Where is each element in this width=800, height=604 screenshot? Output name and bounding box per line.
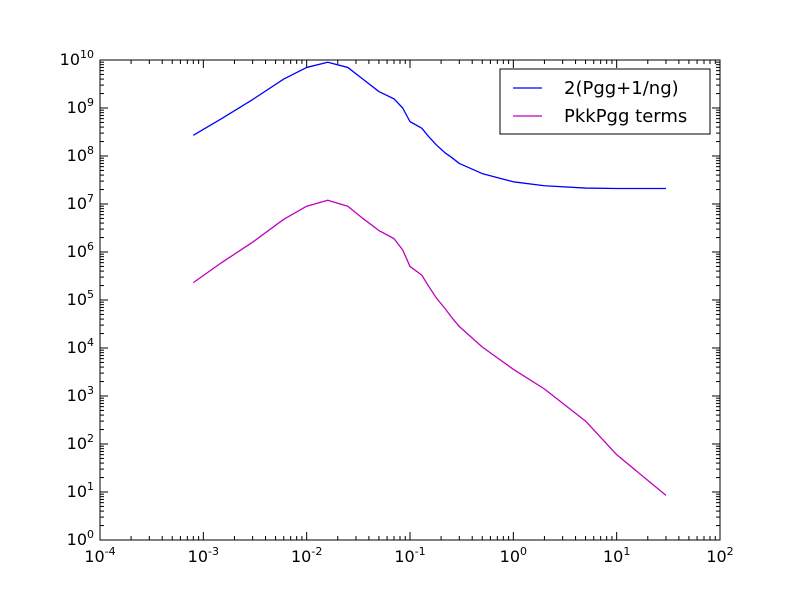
axes-frame: [99, 59, 721, 541]
x-tick-label-exponent: 2: [727, 545, 734, 558]
y-tick-label-base: 10: [67, 194, 87, 213]
y-tick-label-exponent: 1: [87, 480, 94, 493]
y-tick-label-exponent: 2: [87, 432, 94, 445]
y-tick-label-base: 10: [67, 290, 87, 309]
y-tick-label-base: 10: [67, 434, 87, 453]
series-line-1: [192, 199, 667, 496]
y-tick-label-exponent: 9: [87, 96, 94, 109]
x-tick-label: 10-2: [291, 545, 322, 566]
y-tick-label: 104: [67, 336, 94, 357]
y-tick-label-base: 10: [67, 98, 87, 117]
y-tick-label-exponent: 10: [80, 48, 94, 61]
y-tick-label-base: 10: [67, 146, 87, 165]
y-tick-label-base: 10: [67, 242, 87, 261]
y-tick-label: 106: [67, 240, 94, 261]
legend-label-1: PkkPgg terms: [564, 106, 687, 127]
x-tick-label-exponent: -3: [208, 545, 219, 558]
x-tick-label: 100: [500, 545, 527, 566]
x-tick-label: 10-3: [188, 545, 219, 566]
y-tick-label-base: 10: [67, 482, 87, 501]
x-tick-label: 102: [706, 545, 733, 566]
y-tick-label: 101: [67, 480, 94, 501]
y-tick-label-exponent: 4: [87, 336, 94, 349]
x-tick-label-exponent: 1: [623, 545, 630, 558]
y-tick-label: 107: [67, 192, 94, 213]
y-tick-label-exponent: 5: [87, 288, 94, 301]
x-tick-label-base: 10: [706, 547, 726, 566]
x-tick-label-base: 10: [394, 547, 414, 566]
y-tick-label-base: 10: [67, 338, 87, 357]
x-tick-label-base: 10: [603, 547, 623, 566]
y-tick-label-exponent: 6: [87, 240, 94, 253]
y-tick-label: 108: [67, 144, 94, 165]
x-tick-label: 10-1: [394, 545, 425, 566]
x-tick-label: 10-4: [84, 545, 115, 566]
y-tick-label: 100: [67, 528, 94, 549]
tick-layer: 10-4 10-3 10-2 10-1 100 101 102100101102103104…: [60, 48, 734, 566]
series-layer: [192, 61, 667, 496]
y-tick-label: 109: [67, 96, 94, 117]
x-tick-label-exponent: -1: [415, 545, 426, 558]
y-tick-label-base: 10: [67, 530, 87, 549]
y-tick-label-exponent: 7: [87, 192, 94, 205]
y-tick-label-base: 10: [67, 386, 87, 405]
y-tick-label: 103: [67, 384, 94, 405]
x-tick-label-exponent: 0: [520, 545, 527, 558]
legend-box: [499, 68, 711, 135]
x-tick-label-exponent: -4: [105, 545, 116, 558]
x-tick-label-base: 10: [291, 547, 311, 566]
x-tick-label: 101: [603, 545, 630, 566]
y-tick-label: 102: [67, 432, 94, 453]
plot-area: [100, 60, 720, 540]
x-tick-label-base: 10: [84, 547, 104, 566]
y-tick-label-exponent: 3: [87, 384, 94, 397]
legend-label-0: 2(Pgg+1/ng): [564, 78, 679, 99]
legend: 2(Pgg+1/ng) PkkPgg terms: [499, 68, 711, 135]
series-line-0: [192, 61, 666, 190]
y-tick-label-base: 10: [60, 50, 80, 69]
x-tick-label-base: 10: [500, 547, 520, 566]
x-tick-label-base: 10: [188, 547, 208, 566]
y-tick-label: 105: [67, 288, 94, 309]
x-tick-label-exponent: -2: [311, 545, 322, 558]
y-tick-label-exponent: 0: [87, 528, 94, 541]
y-tick-label: 1010: [60, 48, 94, 69]
y-tick-label-exponent: 8: [87, 144, 94, 157]
